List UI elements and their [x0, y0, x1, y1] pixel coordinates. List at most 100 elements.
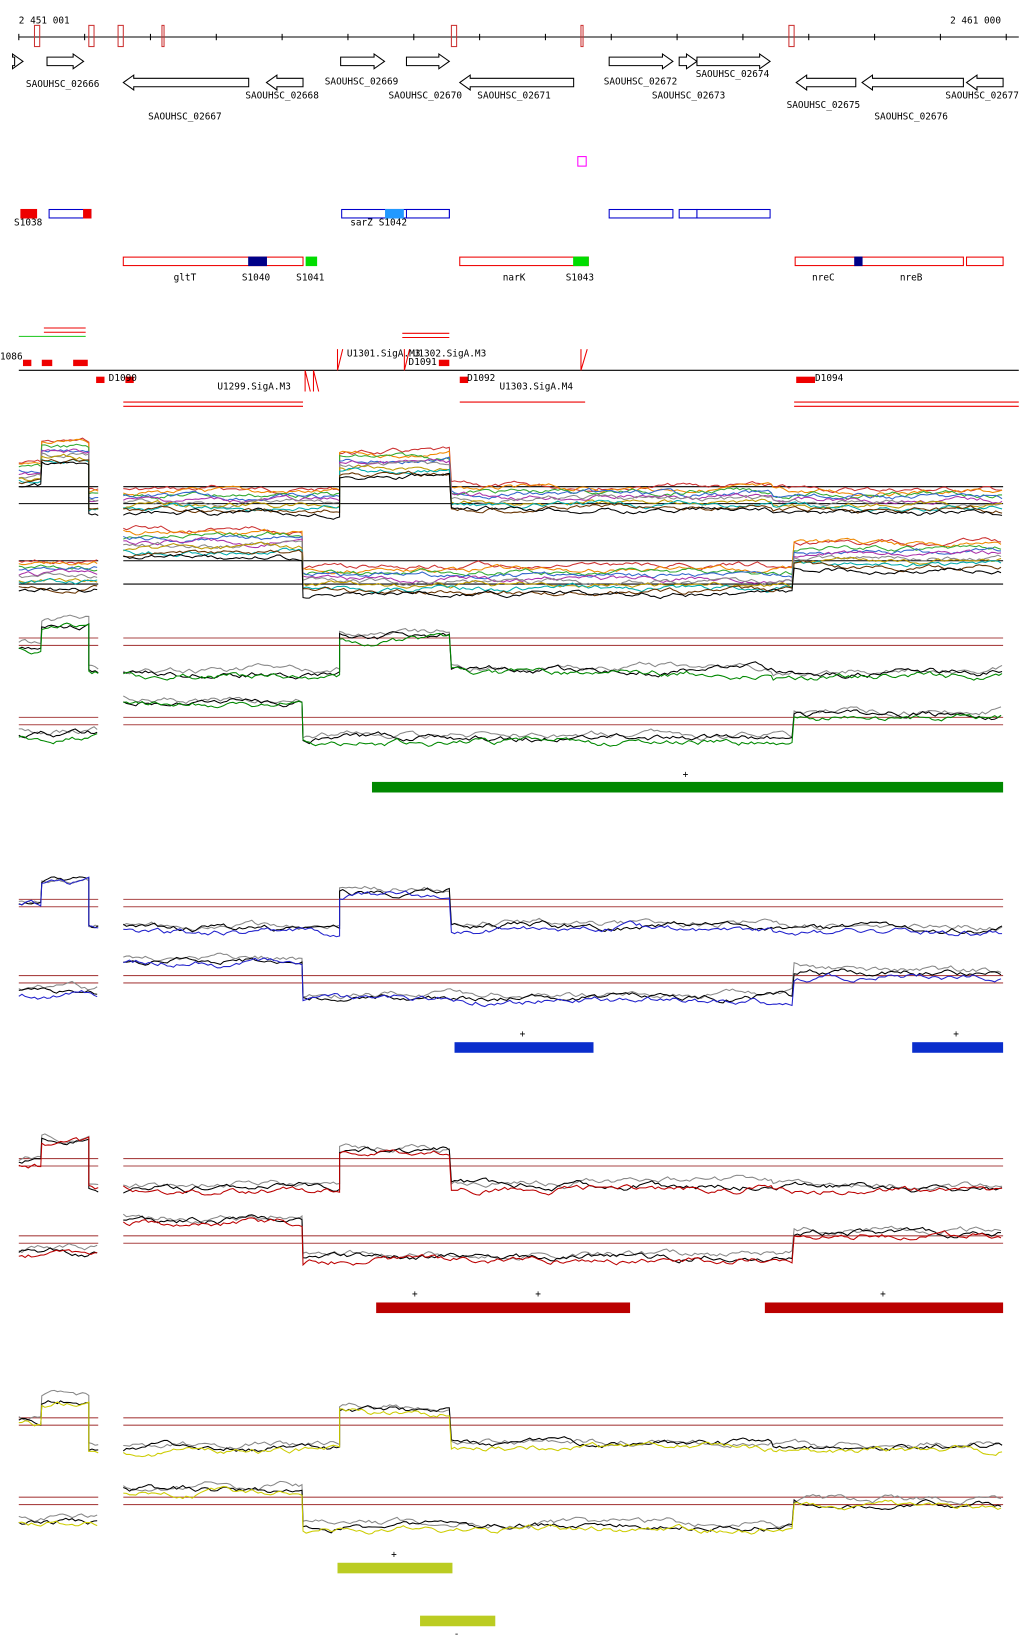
- gene-label: SAOUHSC_02667: [148, 112, 222, 123]
- gene-label: SAOUHSC_02668: [245, 90, 319, 101]
- expression-trace: [18, 1485, 1002, 1535]
- expression-trace: [18, 1214, 1002, 1264]
- promoter: [580, 349, 588, 371]
- transcript-box: [125, 376, 134, 384]
- gene-label: SAOUHSC_02675: [787, 100, 861, 111]
- strand-bar: [337, 1562, 453, 1574]
- feature: [305, 256, 318, 267]
- transcript-label: D1090: [109, 373, 138, 384]
- feature: [573, 256, 589, 267]
- feature-label: nreB: [900, 272, 923, 283]
- expression-trace: [18, 622, 1003, 681]
- axis-mark: [450, 24, 458, 48]
- feature-label: S1043: [566, 272, 594, 283]
- expression-trace: [18, 957, 1002, 1008]
- gene-arrow: [696, 52, 772, 70]
- expression-trace: [18, 449, 1003, 502]
- expression-trace: [18, 540, 1002, 587]
- feature-label: gltT: [174, 272, 197, 283]
- promoter: [304, 370, 311, 392]
- gene-label: SAOUHSC_02672: [604, 77, 678, 88]
- gene-label: SAOUHSC_02676: [874, 112, 948, 123]
- expression-trace: [18, 537, 1002, 585]
- feature-label: S1041: [296, 272, 325, 283]
- transcript-box: [41, 359, 53, 367]
- feature-label: S1042: [379, 217, 407, 228]
- gene-arrow: [46, 52, 85, 70]
- expression-trace: [18, 1136, 1003, 1196]
- strand-bar: [371, 781, 1004, 793]
- feature-label: sarZ: [350, 217, 373, 228]
- gene-arrow: [795, 74, 857, 91]
- feature: [385, 208, 404, 219]
- expression-trace: [18, 531, 1002, 577]
- expression-trace: [18, 443, 1003, 500]
- strand-bar: [764, 1302, 1004, 1314]
- gene-arrow: [678, 52, 698, 70]
- transcript-label: D1094: [815, 373, 844, 384]
- feature: [696, 208, 771, 219]
- feature: [122, 256, 304, 267]
- expression-trace: [18, 956, 1002, 1004]
- axis-mark: [117, 24, 124, 48]
- strand-bar: [420, 1615, 496, 1627]
- axis-mark: [33, 24, 41, 48]
- expression-trace: [18, 547, 1002, 594]
- strand-mark: +: [683, 770, 689, 781]
- gene-label: SAOUHSC_02677: [945, 90, 1019, 101]
- transcript-label: D1092: [467, 373, 495, 384]
- transcript-label: U1301.SigA.M3: [347, 349, 421, 360]
- gene-label: SAOUHSC_02666: [26, 79, 100, 90]
- feature-label: S1038: [14, 217, 43, 228]
- transcript-label: D1091: [409, 357, 438, 368]
- expression-trace: [18, 448, 1003, 505]
- transcript-label: U1303.SigA.M4: [499, 381, 573, 392]
- axis-mark: [580, 24, 584, 48]
- strand-mark: +: [953, 1029, 959, 1040]
- strand-mark: +: [412, 1289, 418, 1300]
- strand-bar: [454, 1042, 594, 1053]
- expression-trace: [18, 1480, 1002, 1530]
- axis-mark: [161, 24, 165, 48]
- gene-arrow: [12, 52, 24, 70]
- transcript-box: [96, 376, 105, 384]
- gene-arrow: [965, 74, 1004, 91]
- gene-label: SAOUHSC_02671: [477, 90, 551, 101]
- gene-arrow: [122, 74, 250, 91]
- gene-arrow: [405, 52, 451, 70]
- feature: [20, 208, 38, 219]
- expression-trace: [18, 700, 1002, 747]
- transcript-label: U1302.SigA.M3: [413, 349, 487, 360]
- gene-arrow: [608, 52, 674, 70]
- expression-trace: [18, 553, 1002, 600]
- marker: [577, 156, 587, 167]
- axis-mark: [788, 24, 795, 48]
- feature: [405, 208, 450, 219]
- feature: [459, 256, 589, 267]
- feature: [83, 208, 92, 219]
- expression-trace: [18, 528, 1002, 575]
- expression-trace: [18, 1217, 1002, 1267]
- feature: [854, 256, 863, 267]
- expression-trace: [18, 438, 1003, 498]
- gene-arrow: [861, 74, 964, 91]
- gene-label: SAOUHSC_02670: [389, 90, 463, 101]
- gene-label: SAOUHSC_02674: [696, 69, 770, 80]
- transcript-box: [438, 359, 450, 367]
- strand-mark: +: [880, 1289, 886, 1300]
- gene-arrow: [340, 52, 386, 70]
- axis-mark: [88, 24, 95, 48]
- feature: [678, 208, 698, 219]
- transcript-label: 1086: [0, 352, 23, 363]
- transcript-box: [459, 376, 469, 384]
- transcript-box: [22, 359, 32, 367]
- expression-trace: [18, 452, 1003, 509]
- expression-trace: [18, 878, 1003, 932]
- expression-trace: [18, 623, 1003, 680]
- expression-trace: [18, 876, 1003, 938]
- expression-trace: [18, 461, 1003, 520]
- feature: [966, 256, 1004, 267]
- feature-label: S1040: [242, 272, 271, 283]
